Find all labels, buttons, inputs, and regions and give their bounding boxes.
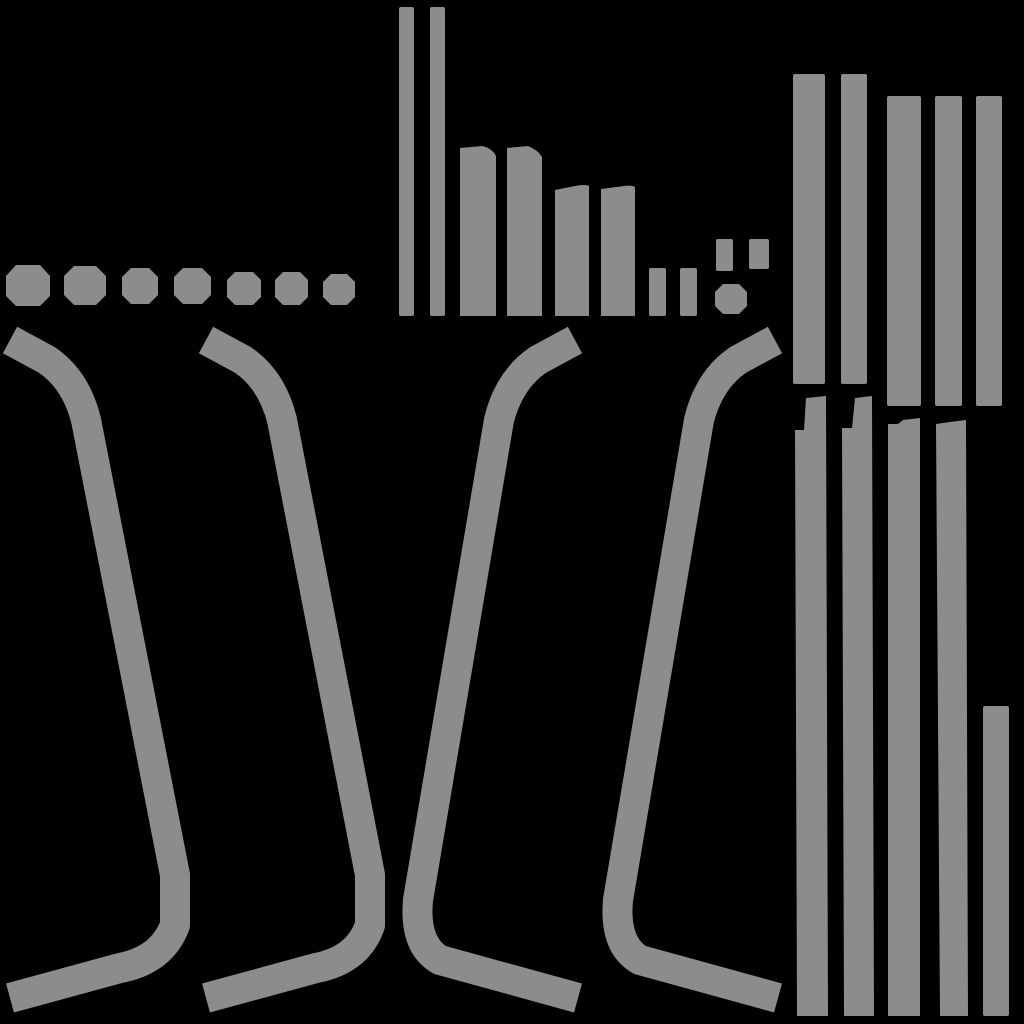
tall-strip bbox=[976, 96, 1002, 406]
curved-leg bbox=[402, 326, 583, 1013]
tall-strip bbox=[842, 396, 874, 1016]
octagon-dot bbox=[227, 272, 261, 305]
stepped-bars-group bbox=[460, 146, 697, 316]
tall-strip bbox=[887, 96, 921, 406]
small-octagon bbox=[715, 284, 747, 314]
small-squares-group bbox=[715, 239, 769, 314]
stepped-bar bbox=[555, 185, 589, 316]
tall-strip bbox=[983, 706, 1009, 1016]
thin-strip bbox=[399, 7, 414, 316]
octagon-dot bbox=[6, 265, 50, 306]
stepped-bar bbox=[460, 146, 496, 316]
stepped-bar bbox=[507, 146, 542, 316]
tall-strip bbox=[888, 418, 920, 1016]
tall-strip bbox=[935, 96, 962, 406]
octagon-dot bbox=[174, 268, 211, 304]
octagon-dot bbox=[64, 266, 106, 305]
curved-leg bbox=[2, 326, 190, 1013]
stepped-bar bbox=[680, 268, 697, 316]
octagon-dot bbox=[122, 268, 158, 304]
stepped-bar bbox=[601, 185, 635, 316]
tall-strip bbox=[795, 396, 828, 1016]
tall-strip bbox=[841, 74, 867, 384]
octagon-dot bbox=[275, 272, 308, 305]
stepped-bar bbox=[649, 268, 666, 316]
curved-legs-group bbox=[2, 326, 783, 1013]
small-square bbox=[716, 239, 733, 271]
small-square bbox=[749, 239, 769, 269]
tall-strips-lower-group bbox=[795, 396, 1009, 1016]
curved-leg bbox=[198, 326, 385, 1013]
thin-strips-group bbox=[399, 7, 445, 316]
curved-leg bbox=[602, 326, 783, 1013]
tall-strip bbox=[793, 74, 825, 384]
thin-strip bbox=[430, 7, 445, 316]
octagon-dot bbox=[323, 274, 355, 305]
octagon-dots-group bbox=[6, 265, 355, 306]
tall-strips-upper-group bbox=[793, 74, 1002, 406]
tall-strip bbox=[936, 420, 968, 1016]
